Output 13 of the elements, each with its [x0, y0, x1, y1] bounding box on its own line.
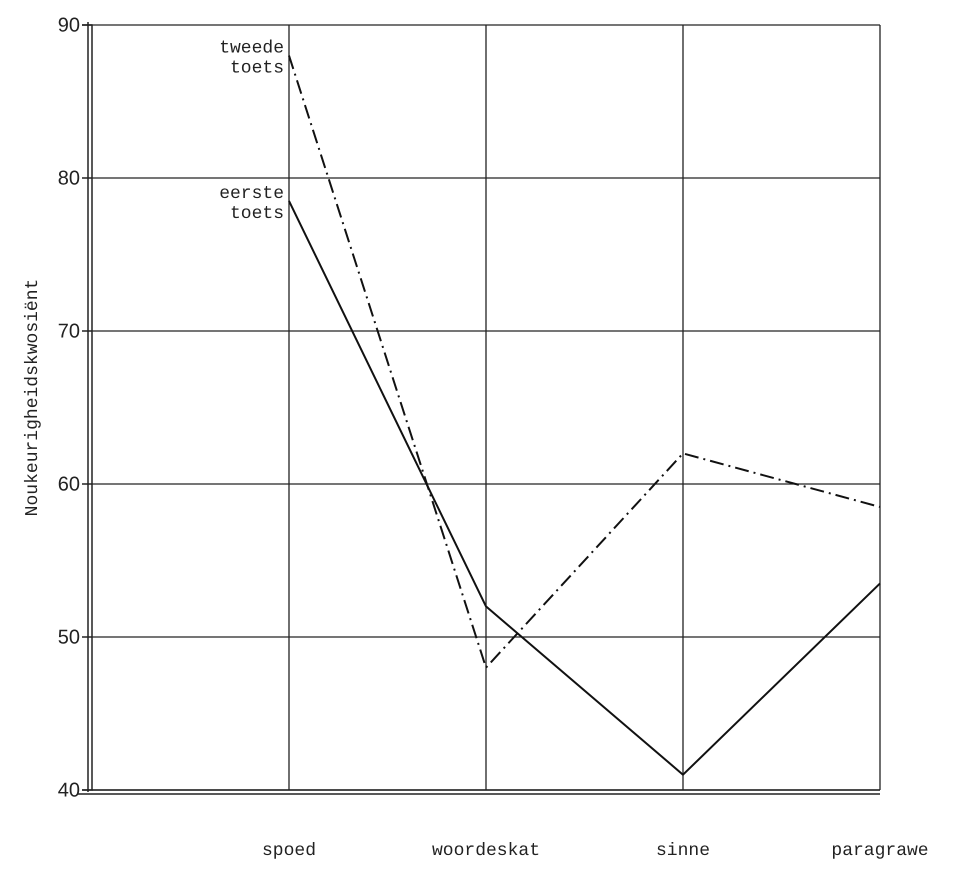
y-tick-label: 40: [58, 779, 80, 802]
x-tick-label: woordeskat: [432, 840, 540, 861]
y-tick-label: 80: [58, 167, 80, 190]
series-label: tweede toets: [219, 38, 284, 79]
y-tick-label: 50: [58, 626, 80, 648]
y-tick-label: 90: [58, 14, 80, 36]
y-axis-title: Noukeurigheidskwosiënt: [23, 278, 43, 516]
series-label: eerste toets: [219, 184, 284, 224]
x-tick-label: spoed: [262, 840, 316, 861]
y-tick-label: 60: [58, 473, 80, 496]
y-tick-label: 70: [58, 320, 80, 342]
x-tick-label: sinne: [656, 840, 710, 861]
x-tick-label: paragrawe: [831, 840, 929, 861]
